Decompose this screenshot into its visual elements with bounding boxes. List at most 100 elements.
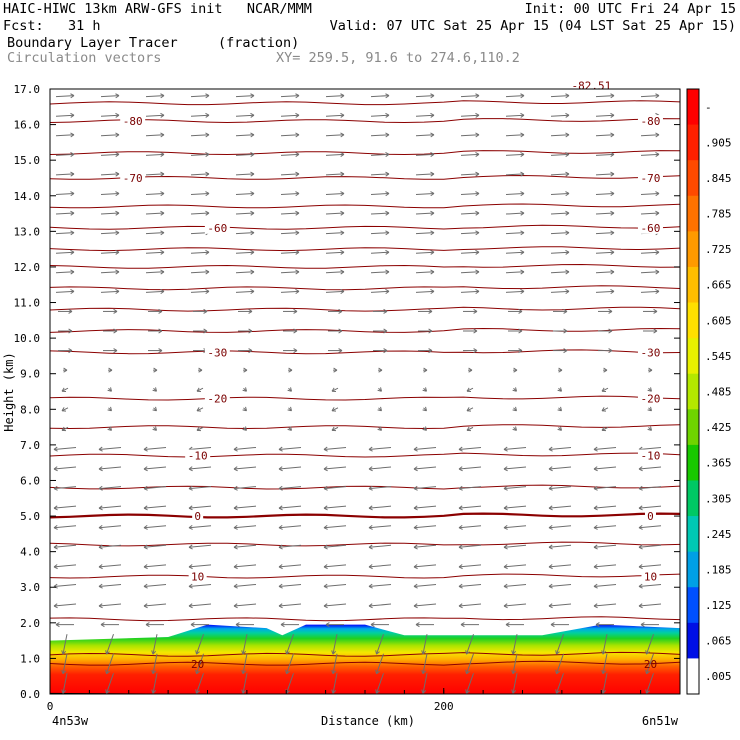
wind-vector <box>548 525 572 529</box>
wind-vector-head <box>70 210 75 216</box>
wind-vector <box>61 407 69 412</box>
wind-vector <box>190 95 210 98</box>
wind-vector-head <box>520 93 525 99</box>
wind-vector <box>460 173 480 176</box>
wind-vector-head <box>375 650 380 655</box>
wind-vector-head <box>100 622 105 628</box>
wind-vector <box>233 603 257 607</box>
wind-vector <box>415 290 435 293</box>
header-cross-section-coords: XY= 259.5, 91.6 to 274.6,110.2 <box>276 50 520 66</box>
wind-vector-head <box>368 446 373 452</box>
wind-vector <box>503 486 527 490</box>
wind-vector-head <box>503 564 508 570</box>
wind-vector-head <box>323 583 328 589</box>
colorbar-segment <box>687 658 699 695</box>
y-axis: 0.0 1.0 2.0 3.0 4.0 5.0 6.0 7.0 8.0 9.0 10.0 11.0 12… <box>14 83 680 701</box>
wind-vector-head <box>278 544 283 550</box>
wind-vector-head <box>158 348 163 354</box>
wind-vector <box>145 134 165 137</box>
wind-vector <box>325 290 345 293</box>
wind-vector-head <box>115 230 120 236</box>
wind-vector-head <box>143 603 148 609</box>
wind-vector <box>640 153 660 156</box>
wind-vector-head <box>601 689 607 694</box>
wind-vector <box>152 673 158 694</box>
wind-vector-head <box>385 112 390 118</box>
wind-vector-head <box>458 603 463 609</box>
wind-vector-head <box>115 171 120 177</box>
wind-vector <box>100 271 120 274</box>
wind-vector <box>638 544 662 548</box>
wind-vector <box>278 505 302 509</box>
wind-vector <box>242 653 248 674</box>
wind-vector <box>376 673 384 694</box>
wind-vector-head <box>107 387 112 392</box>
wind-vector-head <box>285 650 290 655</box>
wind-vector <box>286 673 294 694</box>
wind-vector <box>640 251 660 254</box>
wind-vector-head <box>153 367 158 373</box>
wind-vector-head <box>520 152 525 158</box>
wind-vector <box>505 271 525 274</box>
y-tick-label: 9.0 <box>20 368 40 381</box>
colorbar-segment <box>687 409 699 446</box>
wind-vector <box>593 505 617 509</box>
wind-vector-head <box>548 485 553 491</box>
wind-vector <box>505 290 525 293</box>
wind-vector-head <box>158 308 163 314</box>
wind-vector-head <box>430 269 435 275</box>
contour-label: -70 <box>641 172 661 185</box>
wind-vector-head <box>638 564 643 570</box>
wind-vector <box>460 290 480 293</box>
colorbar-segment <box>687 195 699 232</box>
wind-vector-head <box>70 269 75 275</box>
wind-vector-head <box>385 171 390 177</box>
wind-vector <box>190 114 210 117</box>
wind-vector <box>332 673 338 694</box>
wind-vector-head <box>610 230 615 236</box>
wind-vector-head <box>248 348 253 354</box>
wind-vector-head <box>421 650 427 655</box>
wind-vector-head <box>593 603 598 609</box>
wind-vector-head <box>233 564 238 570</box>
wind-vector-head <box>421 689 427 694</box>
wind-vector <box>550 232 570 235</box>
wind-vector <box>503 544 527 548</box>
wind-vector-head <box>331 407 337 412</box>
wind-vector-head <box>98 544 103 550</box>
wind-vector <box>53 505 77 509</box>
wind-vector-head <box>610 152 615 158</box>
wind-vector-head <box>413 524 418 530</box>
wind-vector-head <box>63 367 68 373</box>
wind-vector <box>55 173 75 176</box>
wind-vector-head <box>61 650 67 655</box>
wind-vector <box>53 486 77 490</box>
contour-label-bg <box>637 171 663 184</box>
wind-vector <box>323 564 347 568</box>
wind-vector <box>556 634 564 655</box>
wind-vector-head <box>565 269 570 275</box>
wind-vector-head <box>458 466 463 472</box>
wind-vector-head <box>385 210 390 216</box>
wind-vector-head <box>413 446 418 452</box>
wind-vector <box>53 564 77 568</box>
wind-vector-head <box>520 191 525 197</box>
wind-vector <box>595 271 615 274</box>
wind-vector-head <box>647 387 652 392</box>
wind-vector-head <box>368 564 373 570</box>
wind-vector <box>278 583 302 587</box>
wind-vector <box>145 173 165 176</box>
contour-label-bg <box>637 221 663 234</box>
wind-vector <box>188 466 212 470</box>
wind-vector-head <box>53 564 58 570</box>
wind-vector-head <box>241 689 247 694</box>
wind-vector <box>601 387 609 392</box>
wind-vector-head <box>475 210 480 216</box>
wind-vector-head <box>115 210 120 216</box>
temperature-contour <box>50 203 680 209</box>
wind-vector <box>505 114 525 117</box>
wind-vector-head <box>233 603 238 609</box>
wind-vector-head <box>610 289 615 295</box>
wind-vector-head <box>422 406 427 412</box>
contour-label-bg <box>204 221 230 234</box>
